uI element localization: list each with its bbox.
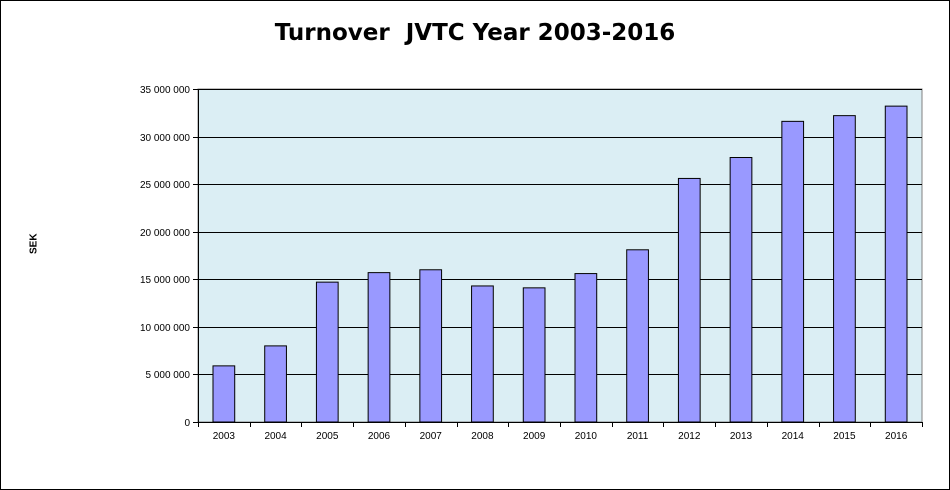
bar-2008	[471, 285, 494, 423]
y-tick-label: 20 000 000	[140, 228, 190, 239]
y-tick-label: 35 000 000	[140, 85, 190, 96]
x-tick-label: 2015	[833, 431, 856, 442]
chart-title: Turnover JVTC Year 2003-2016	[274, 20, 676, 46]
bar-2012	[677, 177, 701, 423]
bar-2004	[264, 345, 287, 423]
x-tick-label: 2014	[782, 431, 805, 442]
bar-2003	[212, 365, 236, 423]
y-tick-label: 30 000 000	[140, 133, 190, 144]
x-tick-label: 2003	[213, 431, 236, 442]
y-tick-label: 5 000 000	[146, 370, 191, 381]
x-tick-label: 2005	[316, 431, 339, 442]
x-tick-label: 2004	[264, 431, 287, 442]
x-tick-label: 2013	[730, 431, 753, 442]
bar-2016	[884, 105, 908, 423]
y-tick-label: 25 000 000	[140, 180, 190, 191]
y-tick-label: 0	[184, 418, 190, 429]
x-tick-label: 2010	[575, 431, 598, 442]
bar-2005	[315, 281, 339, 423]
bar-2009	[522, 287, 546, 423]
x-tick-label: 2006	[368, 431, 391, 442]
x-tick-label: 2011	[627, 431, 649, 442]
x-axis-ticks: 2003 2004 2005 2006 2007 2008 2009 2010 2011 2012…	[198, 422, 923, 442]
bar-2011	[626, 249, 649, 423]
bar-2015	[833, 115, 856, 423]
plot-area	[197, 88, 923, 423]
y-axis-ticks: 0 5 000 000 10 000 000 15 000 000 20 000 000…	[140, 85, 198, 429]
x-tick-label: 2007	[420, 431, 443, 442]
bar-2006	[367, 272, 391, 423]
x-tick-label: 2008	[471, 431, 494, 442]
bar-2013	[729, 157, 753, 423]
y-tick-label: 10 000 000	[140, 323, 190, 334]
x-tick-label: 2012	[678, 431, 701, 442]
x-tick-label: 2009	[523, 431, 546, 442]
bars	[212, 105, 908, 423]
bar-2010	[574, 273, 598, 423]
bar-2014	[781, 120, 805, 423]
bar-2007	[419, 269, 443, 423]
y-tick-label: 15 000 000	[140, 275, 190, 286]
x-tick-label: 2016	[885, 431, 908, 442]
